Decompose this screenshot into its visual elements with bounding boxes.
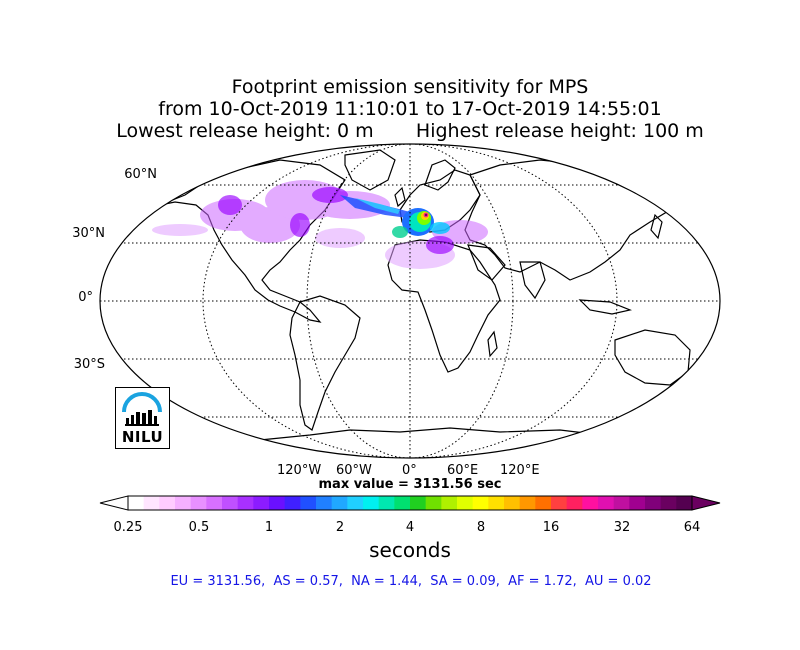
- colorbar-segment: [425, 496, 442, 510]
- colorbar-segment: [128, 496, 145, 510]
- madagascar: [487, 330, 498, 358]
- colorbar-segment: [519, 496, 536, 510]
- colorbar-segment: [190, 496, 207, 510]
- colorbar-tick-3: 2: [335, 520, 345, 535]
- colorbar-segment: [535, 496, 552, 510]
- colorbar-segment: [159, 496, 176, 510]
- colorbar-segment: [175, 496, 192, 510]
- colorbar-min-extend: [99, 495, 129, 511]
- colorbar-segment: [504, 496, 521, 510]
- colorbar-segment: [363, 496, 380, 510]
- title-line-1: Footprint emission sensitivity for MPS: [231, 76, 589, 98]
- lon-label-60w: 60°W: [336, 463, 372, 478]
- colorbar-segment: [378, 496, 395, 510]
- map-boundary: [99, 143, 721, 459]
- lat-label-60n: 60°N: [124, 167, 157, 182]
- nilu-logo-text: NILU: [121, 428, 164, 446]
- africa: [387, 239, 501, 373]
- colorbar-segment: [300, 496, 317, 510]
- new-zealand: [699, 383, 707, 405]
- antarctica: [214, 427, 706, 458]
- world-map: [99, 143, 721, 459]
- lon-label-60e: 60°E: [447, 463, 479, 478]
- title-line-2: from 10-Oct-2019 11:10:01 to 17-Oct-2019…: [158, 98, 662, 120]
- colorbar-tick-7: 32: [613, 520, 631, 535]
- colorbar-segment: [598, 496, 615, 510]
- japan: [650, 213, 663, 240]
- colorbar-segment: [143, 496, 160, 510]
- lon-label-120e: 120°E: [500, 463, 540, 478]
- colorbar-segment: [316, 496, 333, 510]
- lat-label-0: 0°: [78, 290, 93, 305]
- colorbar-segment: [613, 496, 630, 510]
- lat-label-30n: 30°N: [72, 226, 105, 241]
- colorbar-segment: [222, 496, 239, 510]
- colorbar-segment: [645, 496, 662, 510]
- colorbar-segment: [347, 496, 364, 510]
- colorbar-segment: [582, 496, 599, 510]
- greenland: [344, 149, 396, 191]
- colorbar-segment: [566, 496, 583, 510]
- scandinavia: [424, 159, 456, 191]
- gridlines: [100, 144, 720, 458]
- colorbar-segment: [237, 496, 254, 510]
- colorbar-segment: [206, 496, 223, 510]
- colorbar-segment: [629, 496, 646, 510]
- colorbar-segment: [488, 496, 505, 510]
- lon-label-0: 0°: [402, 463, 417, 478]
- colorbar-segment: [676, 496, 693, 510]
- colorbar-tick-2: 1: [264, 520, 274, 535]
- title-line-3: Lowest release height: 0 m Highest relea…: [116, 120, 704, 142]
- colorbar-max-extend: [691, 495, 721, 511]
- india: [519, 261, 546, 300]
- colorbar-segment: [457, 496, 474, 510]
- colorbar-segment: [660, 496, 677, 510]
- lat-label-30s: 30°S: [73, 357, 105, 372]
- south-america: [289, 295, 361, 431]
- colorbar-unit-label: seconds: [369, 538, 451, 562]
- colorbar-tick-1: 0.5: [188, 520, 210, 535]
- colorbar-segment: [551, 496, 568, 510]
- footprint-plume: [152, 180, 488, 269]
- colorbar-tick-0: 0.25: [113, 520, 143, 535]
- colorbar-segment: [472, 496, 489, 510]
- colorbar-frame: [127, 495, 693, 511]
- lon-label-120w: 120°W: [277, 463, 322, 478]
- colorbar-segment: [394, 496, 411, 510]
- region-values: EU = 3131.56, AS = 0.57, NA = 1.44, SA =…: [170, 574, 652, 589]
- colorbar-segment: [269, 496, 286, 510]
- colorbar-tick-6: 16: [542, 520, 560, 535]
- colorbar-tick-5: 8: [476, 520, 486, 535]
- colorbar-segment: [410, 496, 427, 510]
- arabia: [467, 244, 506, 281]
- colorbar-segment: [441, 496, 458, 510]
- nilu-logo-icon: [122, 392, 162, 426]
- colorbar-segment: [284, 496, 301, 510]
- colorbar-segment: [331, 496, 348, 510]
- indonesia: [578, 299, 633, 315]
- colorbar-tick-4: 4: [405, 520, 415, 535]
- colorbar-segment: [253, 496, 270, 510]
- colorbar-tick-8: 64: [683, 520, 701, 535]
- nilu-logo: NILU: [115, 387, 170, 449]
- uk: [394, 186, 406, 208]
- max-value-label: max value = 3131.56 sec: [318, 477, 502, 492]
